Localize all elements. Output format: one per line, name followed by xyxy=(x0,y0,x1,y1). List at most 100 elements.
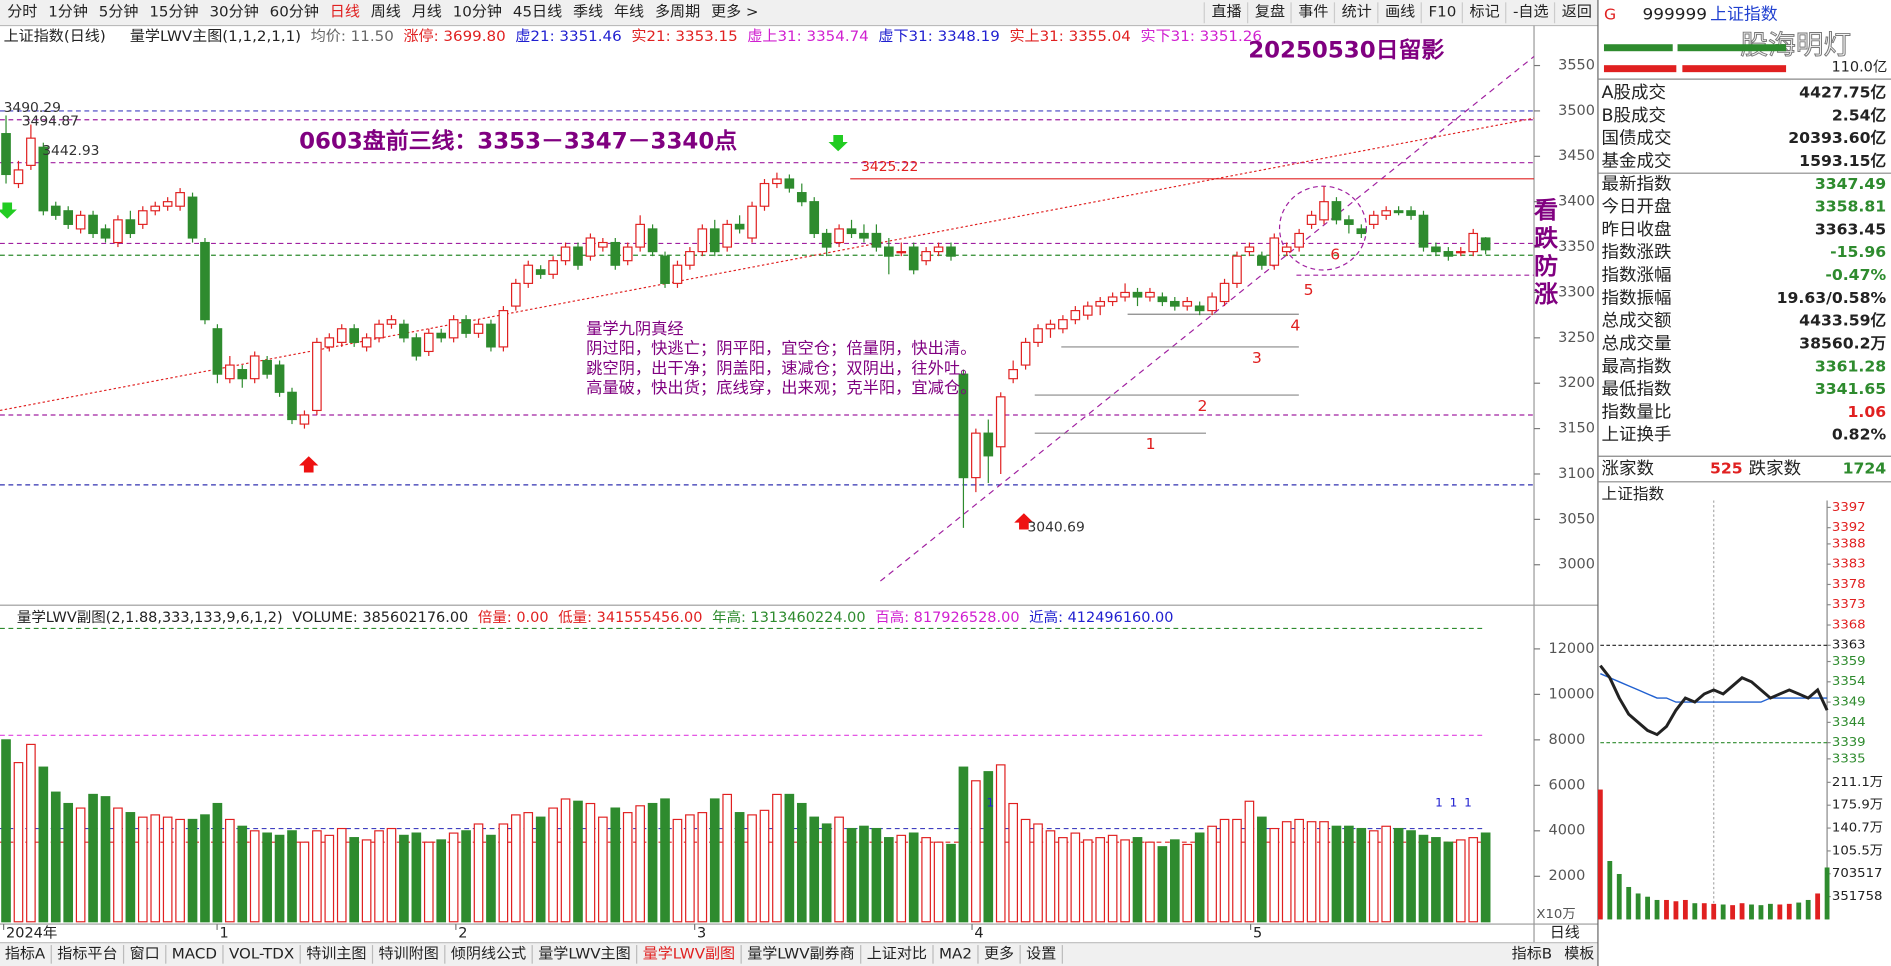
period-tab[interactable]: 更多 > xyxy=(711,4,759,21)
indicator-tab[interactable]: MACD xyxy=(172,946,217,963)
period-tab[interactable]: 周线 xyxy=(371,4,401,21)
indicator-tab[interactable]: 上证对比 xyxy=(867,946,927,963)
candle-body xyxy=(262,359,272,375)
tool-button[interactable]: 统计 xyxy=(1342,4,1372,21)
volume-bar xyxy=(1082,839,1093,923)
candle-body xyxy=(150,205,161,212)
volume-bar xyxy=(859,825,869,923)
tool-button[interactable]: 返回 xyxy=(1562,4,1592,21)
volume-bar xyxy=(722,793,733,923)
volume-bar xyxy=(63,802,74,923)
candle-body xyxy=(1182,300,1193,307)
period-tab[interactable]: 1分钟 xyxy=(48,4,88,21)
period-tab[interactable]: 日线 xyxy=(330,4,360,21)
tool-button[interactable]: 复盘 xyxy=(1255,3,1285,21)
indicator-tab[interactable]: 设置 xyxy=(1026,946,1056,963)
period-tab[interactable]: 30分钟 xyxy=(209,4,258,21)
volume-bar xyxy=(685,814,695,923)
candle-body xyxy=(1406,210,1416,216)
toolbar xyxy=(0,0,1598,26)
bar-label: 110.0亿 xyxy=(1831,59,1887,76)
volume-bar xyxy=(1244,800,1255,923)
period-tab[interactable]: 10分钟 xyxy=(453,4,502,21)
y-tick-label: 703517 xyxy=(1832,866,1883,881)
volume-bar xyxy=(200,814,210,923)
volume-bar xyxy=(647,802,658,923)
tool-button[interactable]: 标记 xyxy=(1470,4,1500,21)
period-tab[interactable]: 分时 xyxy=(7,4,37,21)
period-tab[interactable]: 15分钟 xyxy=(149,4,198,21)
period-tab[interactable]: 季线 xyxy=(573,4,603,21)
volume-bar xyxy=(660,798,670,923)
mini-volume-bar xyxy=(1664,899,1669,920)
volume-bar xyxy=(1368,830,1379,923)
period-tab[interactable]: 多周期 xyxy=(655,4,700,21)
period-tab[interactable]: 5分钟 xyxy=(99,4,139,21)
tool-button[interactable]: 事件 xyxy=(1298,4,1328,21)
y-tick-label: 3354 xyxy=(1832,674,1866,689)
stat-value: 1593.15亿 xyxy=(1799,151,1886,170)
period-tab[interactable]: 45日线 xyxy=(513,4,562,21)
indicator-tab[interactable]: 特训主图 xyxy=(306,946,366,963)
volume-bar xyxy=(1008,802,1018,923)
volume-bar xyxy=(1182,843,1193,923)
candle-body xyxy=(1443,251,1454,257)
tool-button[interactable]: 画线 xyxy=(1385,4,1415,21)
tool-button[interactable]: F10 xyxy=(1428,4,1456,21)
candle-body xyxy=(871,232,882,248)
volume-bar xyxy=(896,834,907,923)
tool-button[interactable]: 直播 xyxy=(1211,4,1241,21)
stat-label: 最新指数 xyxy=(1602,175,1672,195)
volume-bar xyxy=(535,816,546,923)
volume-flag: 1 xyxy=(1450,796,1458,810)
volume-bar xyxy=(1331,825,1342,923)
indicator-tab[interactable]: 指标A xyxy=(5,946,45,963)
indicator-tab[interactable]: MA2 xyxy=(939,946,972,963)
volume-bar xyxy=(374,830,384,923)
stat-label: 总成交额 xyxy=(1602,311,1672,331)
indicator-tab[interactable]: 量学LWV主图 xyxy=(538,946,630,963)
indicator-tab[interactable]: 量学LWV副券商 xyxy=(747,946,854,963)
indicator-tab[interactable]: 窗口 xyxy=(130,945,160,963)
period-tab[interactable]: 60分钟 xyxy=(270,4,319,21)
volume-bar xyxy=(1381,825,1392,923)
candle-body xyxy=(722,223,733,248)
candle-body xyxy=(411,337,422,357)
volume-bar xyxy=(1306,821,1317,923)
mini-volume-bar xyxy=(1645,896,1651,920)
indicator-tab[interactable]: 更多 xyxy=(984,946,1014,963)
indicator-tab[interactable]: 倾阴线公式 xyxy=(451,946,526,963)
period-tab[interactable]: 月线 xyxy=(412,4,442,21)
template-tab[interactable]: 模板 xyxy=(1564,945,1594,963)
indicator-tab[interactable]: 特训附图 xyxy=(379,946,439,963)
candle-body xyxy=(685,251,695,266)
stat-label: 最高指数 xyxy=(1602,357,1672,377)
mini-volume-bar xyxy=(1720,904,1726,920)
candle-body xyxy=(274,364,285,393)
stat-value: -15.96 xyxy=(1830,243,1886,261)
template-tab[interactable]: 指标B xyxy=(1512,946,1552,963)
volume-bar xyxy=(772,793,782,923)
period-tab[interactable]: 年线 xyxy=(614,4,644,21)
candle-body xyxy=(100,228,111,239)
indicator-tab[interactable]: VOL-TDX xyxy=(229,946,294,963)
mini-volume-bar xyxy=(1758,905,1764,920)
volume-bar xyxy=(622,812,633,923)
volume-bar xyxy=(784,793,795,923)
y-tick-label: 3350 xyxy=(1558,239,1595,255)
stat-label: 基金成交 xyxy=(1602,152,1672,172)
stamp-text: 20250530日留影 xyxy=(1248,38,1445,64)
candle-body xyxy=(1418,214,1429,248)
volume-bar xyxy=(1095,837,1106,923)
volume-bar xyxy=(436,839,447,923)
stat-value: 2.54亿 xyxy=(1832,106,1886,125)
indicator-tab[interactable]: 指标平台 xyxy=(57,946,117,963)
tool-button[interactable]: -自选 xyxy=(1513,4,1549,21)
mini-volume-bar xyxy=(1626,886,1632,920)
y-tick-label: 3378 xyxy=(1832,577,1866,592)
candle-body xyxy=(796,192,807,203)
candle-body xyxy=(1393,210,1404,214)
candle-body xyxy=(1455,251,1466,254)
indicator-tab[interactable]: 量学LWV副图 xyxy=(643,946,735,963)
